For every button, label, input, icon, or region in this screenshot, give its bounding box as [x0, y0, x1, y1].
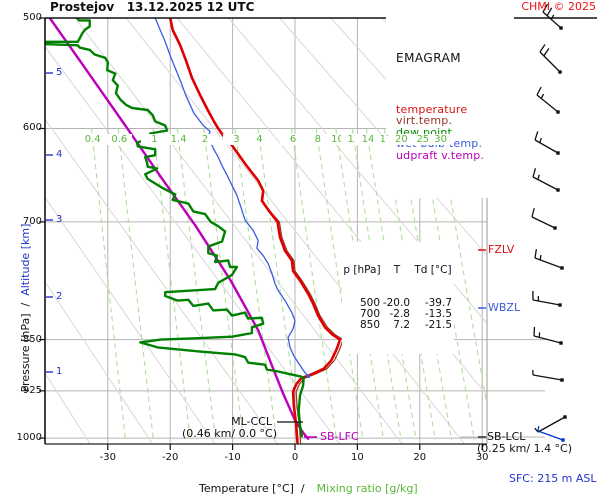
table-cell: -39.7 — [424, 297, 452, 310]
altitude-axis-label: Altitude [km] — [18, 223, 32, 296]
table-row: 850 7.2 -21.5 — [342, 320, 454, 331]
altitude-tick-label: 3 — [56, 214, 63, 225]
mixing-ratio-line-label: 4 — [246, 134, 273, 145]
mixing-ratio-line-label: 0.6 — [106, 134, 133, 145]
table-body: 500 -20.0 -39.7 700 -2.8 -13.5 850 7.2 -21.5 — [342, 298, 454, 331]
mixing-ratio-line-label: 17 — [373, 134, 400, 145]
mixing-ratio-line-label: 30 — [427, 134, 454, 145]
altitude-tick-label: 1 — [56, 366, 63, 377]
wbzl-label: WBZL — [488, 301, 521, 314]
altitude-tick-label: 5 — [56, 67, 63, 78]
mixing-ratio-line-label: 14 — [354, 134, 381, 145]
axis-separator: / — [18, 295, 32, 314]
table-cell: 7.2 — [393, 319, 410, 332]
mixing-ratio-line-label: 20 — [388, 134, 415, 145]
table-row: 700 -2.8 -13.5 — [342, 309, 454, 320]
mixing-ratio-line-label: 8 — [304, 134, 331, 145]
pressure-tick-label: 1000 — [16, 432, 42, 444]
sb-lcl-detail: (0.25 km/ 1.4 °C) — [477, 442, 573, 455]
mixing-ratio-line-label: 2 — [192, 134, 219, 145]
copyright-label: CHMI © 2025 — [521, 0, 596, 13]
pressure-tick-label: 600 — [22, 122, 42, 134]
table-header-temp: T — [393, 264, 401, 277]
pressure-tick-label: 700 — [22, 215, 42, 227]
legend-item-virt-temp-: virt.temp. — [396, 114, 453, 128]
temperature-axis-label: Temperature [°C] / — [199, 481, 305, 495]
ml-ccl-detail: (0.46 km/ 0.0 °C) — [182, 427, 278, 440]
legend-item-dew-point: dew point — [396, 125, 453, 139]
table-cell: 850 — [359, 319, 380, 332]
mixing-ratio-line-label: 25 — [409, 134, 436, 145]
mixing-ratio-axis-label: Mixing ratio [g/kg] — [316, 481, 418, 495]
mixing-ratio-line-label: 1 — [141, 134, 168, 145]
temperature-tick-label: 30 — [475, 452, 489, 463]
table-cell: 500 — [359, 297, 380, 310]
temperature-tick-label: 20 — [413, 452, 427, 463]
altitude-tick-label: 4 — [56, 149, 63, 160]
altitude-tick-label: 2 — [56, 291, 63, 302]
table-row: 500 -20.0 -39.7 — [342, 298, 454, 309]
temperature-tick-label: -30 — [99, 452, 116, 463]
ml-ccl-label: ML-CCL — [231, 415, 272, 428]
mixing-ratio-line-label: 0.4 — [79, 134, 106, 145]
mixing-ratio-line-label: 6 — [280, 134, 307, 145]
sb-lfc-label: SB-LFC — [320, 430, 359, 443]
table-cell: -20.0 — [382, 297, 410, 310]
table-cell: -13.5 — [424, 308, 452, 321]
fzlv-label: FZLV — [488, 243, 515, 256]
table-cell: -2.8 — [389, 308, 411, 321]
legend-item-udpraft-v-temp-: udpraft v.temp. — [396, 148, 485, 162]
pressure-axis-label: Pressure [hPa] — [18, 313, 32, 393]
pressure-tick-label: 850 — [22, 333, 42, 345]
temperature-tick-label: 0 — [291, 452, 299, 463]
temperature-tick-label: -10 — [224, 452, 241, 463]
mixing-ratio-line-label: 12 — [340, 134, 367, 145]
table-cell: -21.5 — [424, 319, 452, 332]
surface-elevation-label: SFC: 215 m ASL — [509, 472, 597, 485]
pressure-tick-label: 500 — [22, 12, 42, 23]
sb-lcl-label: SB-LCL — [487, 430, 526, 443]
table-cell: 700 — [359, 308, 380, 321]
x-axis-caption: Temperature [°C] / Mixing ratio [g/kg] — [185, 471, 418, 500]
mixing-ratio-line-label: 10 — [324, 134, 351, 145]
table-header-row: p [hPa] T Td [°C] — [342, 265, 454, 276]
temperature-tick-label: 10 — [351, 452, 364, 463]
pressure-tick-label: 925 — [22, 384, 42, 396]
table-header-dewpoint: Td [°C] — [414, 264, 452, 277]
mixing-ratio-line-label: 1.4 — [165, 134, 192, 145]
legend-title: EMAGRAM — [396, 50, 462, 65]
legend-item-temperature: temperature — [396, 102, 468, 116]
table-header-pressure: p [hPa] — [343, 264, 381, 277]
mixing-ratio-line-label: 3 — [223, 134, 250, 145]
page-title: Prostejov 13.12.2025 12 UTC — [50, 0, 255, 14]
temperature-tick-label: -20 — [162, 452, 179, 463]
sounding-data-table: p [hPa] T Td [°C] 500 -20.0 -39.7 700 -2.8 -1… — [342, 242, 454, 355]
